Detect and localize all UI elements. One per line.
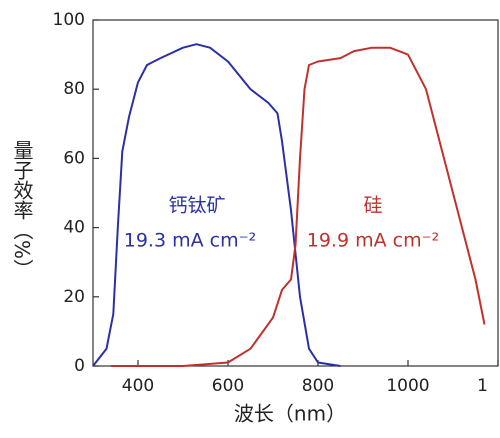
y-tick-label: 80 (63, 79, 85, 99)
annotation: 硅 (363, 195, 382, 217)
y-tick-label: 0 (74, 356, 85, 376)
x-tick-label: 600 (212, 376, 244, 396)
x-axis-title: 波长（nm） (234, 402, 346, 426)
y-tick-label: 100 (53, 10, 85, 30)
series-line (111, 46, 486, 367)
series-line (92, 43, 341, 367)
x-tick-label: 1000 (386, 376, 429, 396)
x-tick-label: 1 (477, 376, 488, 396)
x-tick-label: 800 (302, 376, 334, 396)
y-tick-label: 20 (63, 287, 85, 307)
annotation: 19.9 mA cm⁻² (307, 230, 440, 252)
annotation: 钙钛矿 (168, 195, 225, 217)
y-axis-title: 量子效率（%） (10, 140, 34, 279)
plot-frame (92, 19, 499, 367)
y-tick-label: 40 (63, 218, 85, 238)
y-tick-label: 60 (63, 148, 85, 168)
x-tick-label: 400 (122, 376, 154, 396)
annotation: 19.3 mA cm⁻² (124, 230, 257, 252)
